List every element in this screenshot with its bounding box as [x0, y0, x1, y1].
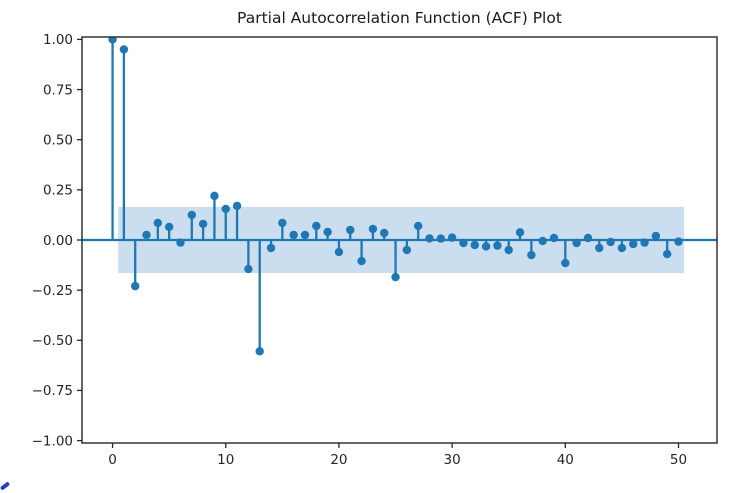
marker: [380, 228, 389, 238]
marker: [312, 221, 321, 231]
marker: [108, 37, 117, 44]
marker: [300, 230, 310, 240]
marker: [662, 249, 672, 259]
marker: [527, 250, 536, 260]
marker: [334, 247, 344, 257]
marker: [210, 191, 219, 201]
y-tick-label: −1.00: [32, 433, 73, 449]
y-tick-label: −0.25: [32, 283, 73, 299]
marker: [674, 237, 683, 246]
x-tick-label: 50: [670, 452, 687, 468]
marker: [187, 210, 196, 220]
y-tick-label: 0.75: [43, 82, 73, 98]
marker: [198, 219, 208, 229]
marker: [651, 231, 661, 241]
marker: [391, 272, 400, 282]
y-tick-label: 0.00: [43, 233, 73, 249]
marker: [459, 238, 468, 248]
marker: [323, 227, 332, 237]
marker: [142, 230, 151, 240]
marker: [278, 218, 287, 228]
marker: [572, 238, 581, 248]
marker: [402, 245, 412, 255]
marker: [515, 228, 525, 237]
marker: [176, 238, 185, 247]
marker: [289, 230, 298, 240]
marker: [119, 45, 129, 54]
marker: [232, 201, 242, 211]
marker: [244, 264, 253, 274]
marker: [425, 234, 434, 243]
marker: [221, 204, 230, 214]
chart-title: Partial Autocorrelation Function (ACF) P…: [237, 9, 562, 27]
marker: [357, 256, 366, 266]
marker: [640, 238, 649, 247]
marker: [368, 224, 378, 234]
marker: [493, 241, 502, 250]
y-tick-label: −0.50: [32, 333, 73, 349]
y-tick-label: 0.25: [43, 183, 73, 199]
x-tick-label: 40: [557, 452, 574, 468]
marker: [504, 245, 513, 255]
marker: [606, 237, 615, 247]
marker: [436, 234, 446, 243]
marker: [561, 258, 570, 268]
marker: [583, 233, 593, 243]
marker: [595, 243, 604, 253]
marker: [617, 243, 627, 253]
x-tick-label: 30: [444, 452, 461, 468]
marker: [266, 243, 276, 253]
marker: [549, 233, 559, 243]
y-tick-label: 1.00: [43, 32, 73, 48]
y-tick-label: 0.50: [43, 133, 73, 149]
marker: [470, 240, 479, 250]
marker: [413, 221, 423, 231]
marker: [629, 239, 638, 249]
y-tick-label: −0.75: [32, 383, 73, 399]
plot-content: [82, 37, 717, 356]
marker: [130, 281, 140, 291]
marker: [255, 347, 264, 356]
marker: [346, 225, 355, 235]
x-tick-label: 20: [330, 452, 347, 468]
x-tick-label: 0: [108, 452, 117, 468]
marker: [538, 236, 547, 246]
marker: [481, 242, 491, 251]
marker: [447, 233, 457, 242]
marker: [164, 222, 174, 232]
marker: [153, 218, 163, 228]
x-tick-label: 10: [217, 452, 234, 468]
